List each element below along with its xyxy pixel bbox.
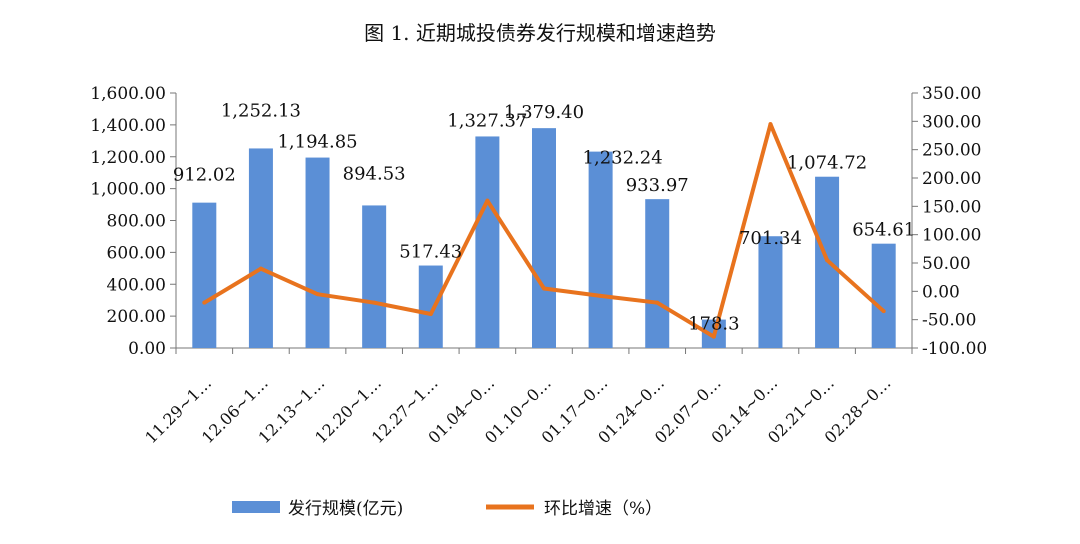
bar-data-label: 1,232.24: [583, 148, 663, 169]
bar: [362, 205, 387, 348]
category-labels: 11.29~1…12.06~1…12.13~1…12.20~1…12.27~1……: [141, 373, 894, 447]
bar-data-label: 1,379.40: [504, 102, 584, 123]
line-point: [768, 122, 773, 127]
line-point: [202, 300, 207, 305]
bar-data-label: 1,327.37: [447, 110, 527, 131]
right-tick-label: 200.00: [922, 169, 981, 189]
bar: [871, 243, 896, 348]
legend-bar-swatch: [232, 501, 280, 513]
right-y-axis: -100.00 -50.00 0.00 50.00 100.00 150.00 200.00…: [911, 84, 987, 359]
legend-bar-label: 发行规模(亿元): [288, 499, 403, 519]
line-point: [315, 292, 320, 297]
left-y-axis: 0.00 200.00 400.00 600.00 800.00 1,000.00 1,20…: [90, 84, 177, 359]
left-tick-label: 800.00: [107, 212, 166, 232]
bar: [305, 157, 330, 348]
left-tick-label: 1,400.00: [90, 116, 166, 136]
chart-title: 图 1. 近期城投债券发行规模和增速趋势: [364, 21, 716, 45]
bar-data-label: 654.61: [852, 220, 915, 241]
x-axis: [175, 347, 913, 354]
bar: [248, 148, 273, 348]
bar-data-label: 517.43: [399, 242, 462, 263]
bar-data-label: 894.53: [343, 163, 406, 184]
left-tick-label: 200.00: [107, 307, 166, 327]
line-series: [202, 122, 886, 339]
bar-data-label: 178.3: [688, 314, 740, 335]
line-point: [428, 312, 433, 316]
right-tick-label: 350.00: [922, 84, 981, 104]
line-point: [372, 300, 377, 305]
right-tick-label: 150.00: [922, 197, 981, 217]
bar-data-label: 1,194.85: [277, 132, 357, 153]
left-tick-label: 0.00: [128, 339, 166, 359]
bar: [758, 236, 783, 348]
bar-data-label: 933.97: [626, 175, 689, 196]
right-tick-label: 300.00: [922, 112, 981, 132]
bar-data-label: 1,252.13: [221, 100, 301, 121]
line-point: [485, 198, 490, 203]
bar: [532, 128, 556, 348]
bar: [645, 199, 670, 348]
line-point: [655, 300, 660, 305]
left-tick-label: 600.00: [107, 243, 166, 263]
bar: [192, 202, 217, 348]
right-tick-label: -50.00: [922, 311, 976, 331]
right-tick-label: 250.00: [922, 141, 981, 161]
line-point: [258, 266, 263, 271]
left-tick-label: 400.00: [107, 275, 166, 295]
bar-data-label: 1,074.72: [787, 153, 867, 174]
right-tick-label: -100.00: [922, 339, 987, 359]
bar-data-label: 912.02: [173, 165, 236, 186]
left-tick-label: 1,600.00: [90, 84, 166, 104]
bar-series: [192, 128, 896, 348]
line-point: [598, 293, 603, 298]
bar: [588, 151, 613, 348]
left-tick-label: 1,200.00: [90, 148, 166, 168]
right-tick-label: 100.00: [922, 226, 981, 246]
bar: [475, 136, 500, 348]
right-tick-label: 0.00: [922, 282, 960, 302]
legend: 发行规模(亿元) 环比增速（%）: [232, 499, 662, 519]
line-point: [542, 286, 546, 291]
bar-data-label: 701.34: [739, 228, 802, 249]
line-point: [711, 334, 716, 339]
legend-line-label: 环比增速（%）: [544, 499, 662, 519]
bar: [418, 265, 443, 348]
right-tick-label: 50.00: [922, 254, 971, 274]
line-point: [881, 309, 886, 314]
left-tick-label: 1,000.00: [90, 180, 166, 200]
line-point: [825, 258, 830, 263]
bar-data-labels: 912.02 1,252.13 1,194.85 894.53 517.43 1,327.…: [173, 100, 915, 334]
